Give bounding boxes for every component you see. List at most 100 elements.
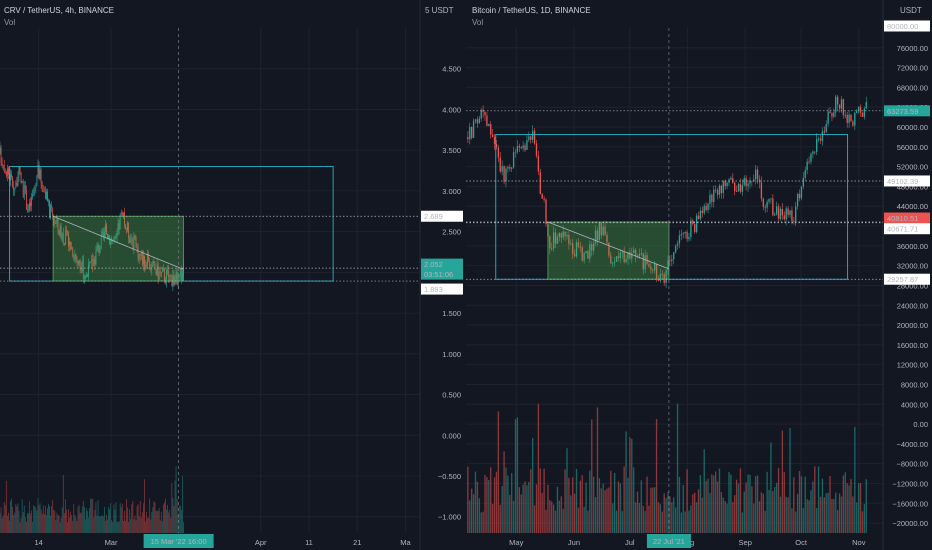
crv-volume-bar xyxy=(91,498,93,533)
btc-price-label-bg xyxy=(884,175,930,187)
crv-candle-body xyxy=(108,235,109,239)
btc-volume-bar xyxy=(804,476,806,533)
btc-volume-bar xyxy=(552,504,555,533)
crv-volume-bar xyxy=(20,518,22,533)
btc-candle-body xyxy=(749,180,751,184)
btc-volume-bar xyxy=(697,489,700,533)
btc-volume-bar xyxy=(836,510,839,533)
btc-candle-body xyxy=(602,226,604,236)
btc-volume-bar xyxy=(621,511,623,533)
btc-volume-bar xyxy=(814,466,816,533)
btc-candle-body xyxy=(699,210,702,219)
btc-volume-bar xyxy=(556,486,559,533)
btc-candle-body xyxy=(537,155,540,172)
btc-volume-bar xyxy=(785,496,787,533)
crv-volume-bar xyxy=(51,506,53,533)
btc-candle-body xyxy=(589,244,591,259)
crv-candle-body xyxy=(149,261,151,270)
crv-candle-body xyxy=(73,255,75,260)
btc-volume-bar xyxy=(817,466,820,533)
btc-price-label: 40810.51 xyxy=(887,214,918,223)
btc-candle-body xyxy=(861,112,864,117)
crv-volume-bar xyxy=(67,522,68,533)
btc-candle-body xyxy=(796,193,799,207)
btc-candle-body xyxy=(836,96,839,105)
btc-candle-body xyxy=(758,179,761,183)
btc-candle-body xyxy=(671,259,673,262)
btc-volume-bar xyxy=(522,484,524,533)
btc-volume-bar xyxy=(499,504,501,533)
crv-volume-bar xyxy=(165,498,166,533)
crv-volume-bar xyxy=(73,503,75,533)
btc-candle-body xyxy=(680,233,683,236)
crv-volume-bar xyxy=(159,520,161,533)
btc-candle-body xyxy=(577,242,580,247)
btc-candle-body xyxy=(526,140,528,150)
btc-volume-bar xyxy=(812,481,814,533)
btc-volume-bar xyxy=(699,475,702,533)
btc-candle-body xyxy=(800,186,803,199)
btc-candle-body xyxy=(503,166,505,182)
btc-candle-body xyxy=(564,231,566,237)
btc-volume-bar xyxy=(783,471,785,533)
btc-candle-body xyxy=(684,231,686,234)
crv-volume-bar xyxy=(50,515,51,533)
btc-candle-body xyxy=(856,110,858,113)
btc-candle-body xyxy=(755,169,757,180)
btc-candle-body xyxy=(604,226,606,235)
crv-candle-body xyxy=(4,171,6,173)
btc-candle-body xyxy=(633,249,635,254)
btc-candle-body xyxy=(741,185,744,192)
btc-x-tick-label: Jul xyxy=(625,538,635,547)
btc-candle-body xyxy=(823,131,825,133)
btc-candle-body xyxy=(838,104,841,109)
btc-candle-body xyxy=(532,130,534,140)
btc-volume-bar xyxy=(509,494,511,533)
btc-volume-bar xyxy=(568,477,570,533)
btc-volume-bar xyxy=(608,487,610,533)
crv-cursor-date-bg xyxy=(143,534,214,548)
crv-volume-bar xyxy=(158,508,160,533)
btc-volume-bar xyxy=(796,493,799,533)
crv-candle-body xyxy=(56,218,58,223)
crv-candle-body xyxy=(33,191,35,195)
btc-candle-body xyxy=(669,260,671,262)
btc-volume-bar xyxy=(758,501,761,533)
crv-volume-bar xyxy=(111,520,113,533)
crv-volume-bar xyxy=(14,512,16,533)
btc-candle-body xyxy=(808,161,810,163)
crv-candle-body xyxy=(55,222,57,224)
btc-volume-bar xyxy=(694,492,696,533)
crv-volume-bar xyxy=(125,520,126,533)
btc-candle-body xyxy=(766,201,768,208)
crv-price-label: 2.052 xyxy=(424,260,443,269)
btc-candle-body xyxy=(501,166,503,172)
crv-price-label-bg xyxy=(421,268,463,280)
btc-candle-body xyxy=(549,236,551,249)
btc-volume-bar xyxy=(606,488,608,533)
btc-candle-body xyxy=(779,209,782,219)
crv-candle-body xyxy=(52,207,54,216)
btc-candle-body xyxy=(516,146,519,152)
crv-volume-bar xyxy=(131,504,133,533)
btc-y-tick-label: 36000.00 xyxy=(897,242,928,251)
crv-volume-bar xyxy=(148,517,150,533)
crv-volume-bar xyxy=(150,519,152,533)
btc-candle-body xyxy=(795,206,797,222)
btc-candle-body xyxy=(539,171,541,195)
crv-candle-body xyxy=(178,275,180,277)
crv-candle-body xyxy=(158,272,160,280)
crv-volume-bar xyxy=(80,512,82,533)
btc-volume-bar xyxy=(755,476,757,533)
btc-volume-bar xyxy=(802,508,805,533)
btc-volume-bar xyxy=(701,497,703,533)
btc-volume-bar xyxy=(505,467,507,533)
crv-volume-bar xyxy=(152,507,154,533)
btc-candle-body xyxy=(825,124,827,133)
btc-candle-body xyxy=(829,111,831,114)
crv-candle-body xyxy=(67,231,68,233)
crv-currency-label: 5 USDT xyxy=(425,6,454,15)
crv-volume-bar xyxy=(66,509,67,533)
btc-candle-body xyxy=(644,255,646,270)
